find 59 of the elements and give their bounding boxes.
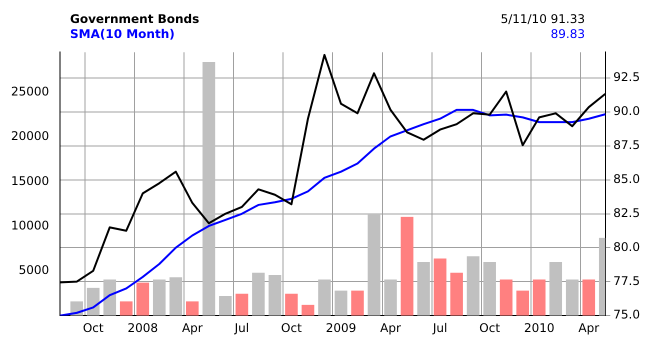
- x-tick-label: Oct: [281, 320, 302, 335]
- bar: [400, 216, 414, 316]
- x-tick-label: Jul: [432, 320, 448, 335]
- x-tick-label: 2008: [127, 320, 158, 335]
- y2-tick-label: 92.5: [613, 70, 640, 84]
- bar: [434, 258, 446, 316]
- y2-tick-label: 77.5: [613, 274, 640, 288]
- x-tick-label: Oct: [479, 320, 500, 335]
- bar: [302, 304, 314, 316]
- bar: [103, 279, 116, 316]
- y2-tick-label: 82.5: [613, 206, 640, 220]
- y-tick-label: 10000: [10, 218, 50, 232]
- bar: [268, 274, 282, 316]
- y2-tick-label: 90.0: [613, 104, 640, 118]
- bar: [566, 279, 579, 316]
- bar: [384, 279, 397, 316]
- bar: [186, 301, 199, 316]
- bar: [136, 282, 150, 316]
- bar: [169, 277, 182, 316]
- bar: [318, 279, 331, 316]
- bar: [483, 262, 496, 316]
- bar: [582, 279, 596, 316]
- chart-title: Government Bonds: [70, 12, 200, 26]
- bar: [334, 290, 348, 316]
- bar: [152, 279, 166, 316]
- bar: [351, 290, 364, 316]
- bar: [516, 290, 530, 316]
- bar: [285, 294, 298, 316]
- bar: [450, 272, 463, 316]
- x-tick-label: Jul: [234, 320, 250, 335]
- y-tick-label: 15000: [10, 174, 50, 188]
- y2-tick-label: 80.0: [613, 240, 640, 254]
- text: 5/11/10 91.33: [500, 12, 585, 26]
- text: SMA(10 Month): [70, 27, 175, 41]
- y2-tick-label: 85.0: [613, 172, 640, 186]
- x-tick-label: 2010: [524, 320, 554, 335]
- bar: [202, 62, 216, 316]
- bar: [466, 256, 480, 316]
- y2-tick-label: 75.0: [613, 308, 640, 322]
- x-tick-label: Apr: [380, 320, 401, 335]
- bar: [532, 279, 546, 316]
- x-tick-label: Apr: [182, 320, 203, 335]
- y-tick-label: 25000: [10, 84, 50, 99]
- y-tick-label: 20000: [10, 129, 50, 144]
- bar: [219, 296, 232, 316]
- y2-tick-label: 87.5: [613, 138, 640, 152]
- bar: [236, 294, 248, 316]
- x-tick-label: 2009: [326, 320, 356, 335]
- text: 89.83: [550, 27, 585, 41]
- x-tick-label: Oct: [82, 320, 104, 335]
- bar: [252, 272, 265, 316]
- bar: [549, 262, 562, 316]
- y-tick-label: 5000: [18, 263, 50, 278]
- bar: [500, 279, 512, 316]
- bar: [368, 214, 380, 316]
- bar: [86, 288, 100, 316]
- bar: [120, 301, 133, 316]
- x-tick-label: Apr: [578, 320, 600, 335]
- bar: [417, 262, 430, 316]
